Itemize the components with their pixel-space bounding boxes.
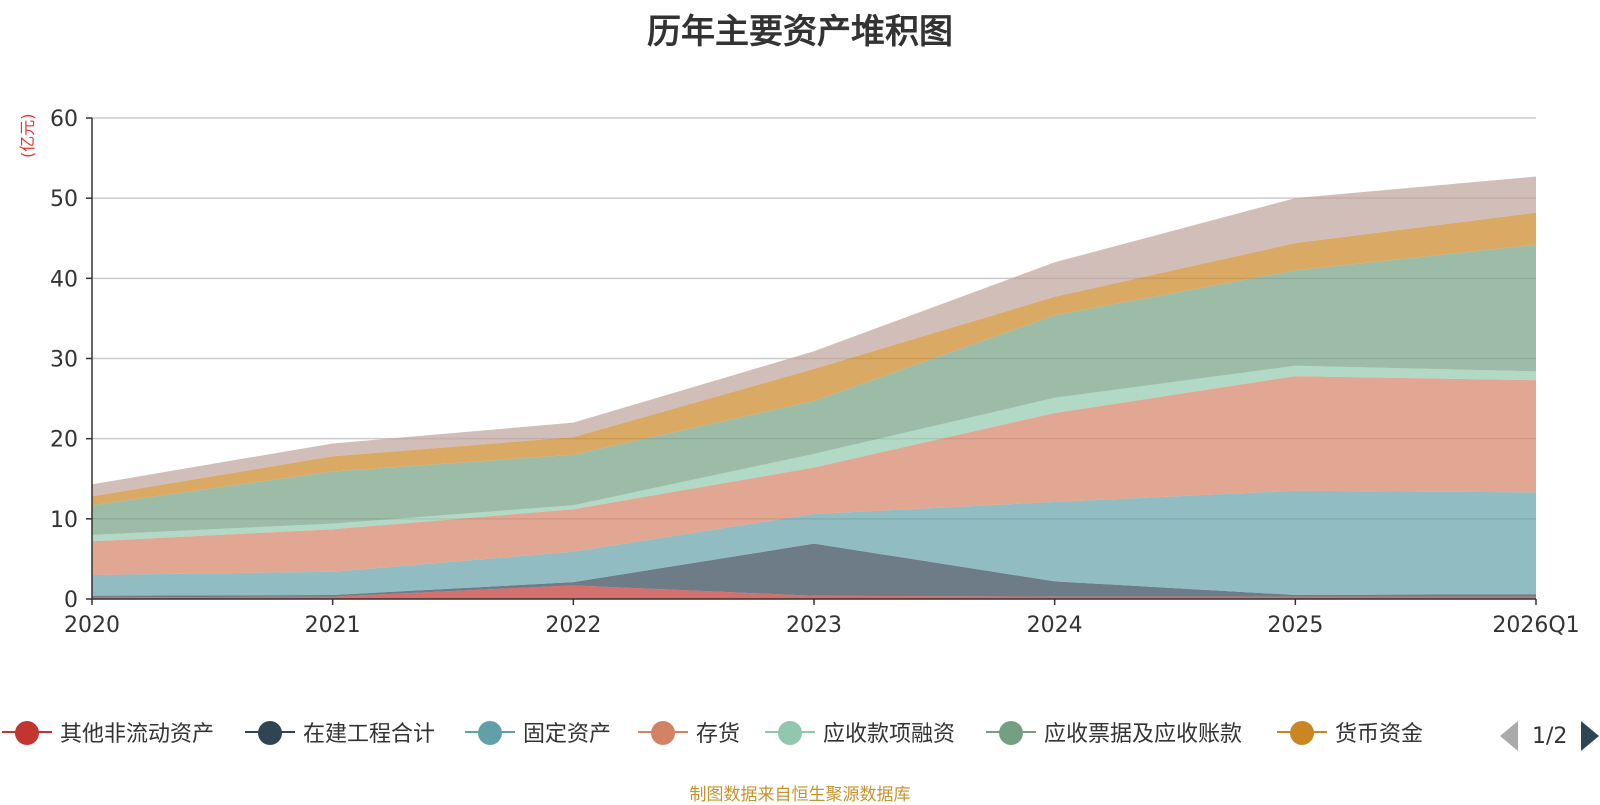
y-tick-label: 30 <box>50 348 78 373</box>
legend-marker-icon <box>465 712 515 752</box>
y-tick-label: 0 <box>64 588 78 613</box>
data-source-note: 制图数据来自恒生聚源数据库 <box>689 785 911 805</box>
legend-marker-icon <box>986 712 1036 752</box>
x-tick-label: 2022 <box>545 613 601 638</box>
area-series-7[interactable] <box>92 176 1536 497</box>
legend-marker-icon <box>765 712 815 752</box>
area-series-2[interactable] <box>92 490 1536 596</box>
chart-plot: 0 10 20 30 40 50 60 2020 2021 2022 2023 2024 2025 202… <box>50 107 1580 638</box>
legend-item-other-noncurrent-assets[interactable]: 其他非流动资产 <box>2 712 214 752</box>
legend-next-page-icon[interactable] <box>1581 721 1600 751</box>
legend-prev-page-icon[interactable] <box>1500 721 1518 751</box>
legend-item-cash[interactable]: 货币资金 <box>1277 712 1423 752</box>
area-series-1[interactable] <box>92 543 1536 598</box>
y-tick-label: 50 <box>50 187 78 212</box>
y-tick-label: 60 <box>50 107 78 132</box>
legend-marker-icon <box>638 712 688 752</box>
legend-item-notes-and-accounts-receivable[interactable]: 应收票据及应收账款 <box>986 712 1242 752</box>
area-series-6[interactable] <box>92 212 1536 506</box>
legend-label: 货币资金 <box>1335 722 1424 747</box>
y-tick-label: 40 <box>50 267 78 292</box>
area-series-3[interactable] <box>92 376 1536 575</box>
area-series-0[interactable] <box>92 585 1536 599</box>
legend-label: 应收票据及应收账款 <box>1044 722 1243 747</box>
legend-item-construction-in-progress[interactable]: 在建工程合计 <box>245 712 435 752</box>
chart-title: 历年主要资产堆积图 <box>647 12 953 52</box>
legend-item-fixed-assets[interactable]: 固定资产 <box>465 712 611 752</box>
legend-label: 应收款项融资 <box>823 722 956 747</box>
legend-label: 在建工程合计 <box>303 722 436 747</box>
stacked-areas <box>92 176 1536 599</box>
legend-page-indicator: 1/2 <box>1532 723 1568 749</box>
y-tick-label: 10 <box>50 508 78 533</box>
legend-item-receivables-financing[interactable]: 应收款项融资 <box>765 712 955 752</box>
x-tick-label: 2024 <box>1027 613 1083 638</box>
legend-marker-icon <box>1277 712 1327 752</box>
legend-label: 固定资产 <box>523 722 612 747</box>
legend: 其他非流动资产 在建工程合计 固定资产 存货 应收款项融资 应收票据及应收账款 … <box>0 712 1600 752</box>
legend-marker-icon <box>245 712 295 752</box>
axes: 0 10 20 30 40 50 60 2020 2021 2022 2023 2024 2025 202… <box>50 107 1580 638</box>
legend-item-inventory[interactable]: 存货 <box>638 712 740 752</box>
legend-label: 其他非流动资产 <box>60 722 215 747</box>
x-tick-label: 2020 <box>64 613 120 638</box>
legend-label: 存货 <box>696 722 741 747</box>
x-tick-label: 2026Q1 <box>1492 613 1579 638</box>
y-tick-label: 20 <box>50 428 78 453</box>
area-series-5[interactable] <box>92 244 1536 535</box>
x-tick-label: 2021 <box>305 613 361 638</box>
legend-pager: 1/2 <box>1500 718 1600 754</box>
x-tick-label: 2025 <box>1267 613 1323 638</box>
legend-marker-icon <box>2 712 52 752</box>
x-tick-label: 2023 <box>786 613 842 638</box>
